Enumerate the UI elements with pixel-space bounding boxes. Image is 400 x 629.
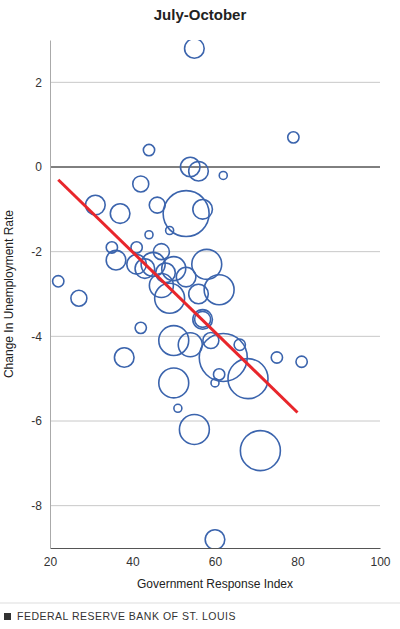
bubble (179, 415, 209, 445)
y-tick: -8 (31, 499, 50, 513)
x-tick: 20 (44, 548, 58, 569)
y-tick-label: -2 (31, 245, 42, 259)
plot-area (53, 40, 308, 548)
y-tick-label: -8 (31, 499, 42, 513)
separator (0, 603, 400, 604)
bubble (86, 195, 106, 215)
trend-line (58, 180, 297, 413)
y-tick-label: -6 (31, 414, 42, 428)
source: FEDERAL RESERVE BANK OF ST. LOUIS (17, 610, 236, 622)
bubble (296, 356, 307, 367)
y-axis: -8 -6 -4 -2 0 2 (31, 41, 50, 549)
y-tick: -6 (31, 414, 50, 428)
bubble (163, 191, 209, 237)
y-tick: 0 (35, 160, 50, 174)
bubble (219, 171, 227, 179)
grid-line (50, 505, 380, 506)
bubble (271, 352, 282, 363)
y-axis-title: Change In Unemployment Rate (2, 210, 16, 378)
bubble (71, 290, 87, 306)
grid-line (50, 82, 380, 83)
y-axis-line (50, 41, 51, 549)
x-tick-label: 40 (126, 555, 140, 569)
x-tick-label: 20 (44, 555, 58, 569)
zero-line (50, 167, 380, 168)
x-tick: 80 (291, 548, 305, 569)
x-tick: 100 (370, 548, 390, 569)
source-marker (4, 613, 11, 620)
y-tick-label: 0 (35, 160, 42, 174)
bubble (185, 40, 205, 58)
bubble (135, 322, 146, 333)
x-tick-label: 100 (370, 555, 390, 569)
x-axis-line (51, 548, 381, 549)
x-tick-label: 60 (209, 555, 223, 569)
bubble (53, 276, 64, 287)
bubble (145, 231, 153, 239)
bubble (106, 250, 126, 270)
grid-line (50, 421, 380, 422)
grid-line (50, 336, 380, 337)
y-tick-label: -4 (31, 330, 42, 344)
x-axis-title: Government Response Index (137, 577, 293, 591)
bubble (159, 326, 189, 356)
bubble (240, 431, 280, 471)
bubble (159, 368, 189, 398)
grid (50, 82, 380, 505)
bubble (213, 369, 224, 380)
bubble (153, 244, 169, 260)
bubble (178, 333, 202, 357)
x-tick-label: 80 (291, 555, 305, 569)
bubble (193, 200, 213, 220)
bubble (288, 132, 299, 143)
y-tick: 2 (35, 76, 50, 90)
bubble (189, 161, 209, 181)
bubble (133, 176, 149, 192)
y-tick-label: 2 (35, 76, 42, 90)
x-axis: 20 40 60 80 100 (44, 548, 391, 569)
chart: July-October 20 40 60 80 100 -8 -6 -4 -2 0 2 Governm… (0, 0, 400, 629)
y-tick: -2 (31, 245, 50, 259)
bubble (174, 404, 182, 412)
bubble (205, 530, 225, 548)
bubble (110, 204, 130, 224)
bubble (156, 263, 176, 283)
x-tick: 60 (209, 548, 223, 569)
y-tick: -4 (31, 330, 50, 344)
bubble (114, 348, 134, 368)
title: July-October (154, 6, 247, 23)
bubble (204, 275, 234, 305)
bubble (234, 339, 245, 350)
x-tick: 40 (126, 548, 140, 569)
bubble (143, 144, 154, 155)
